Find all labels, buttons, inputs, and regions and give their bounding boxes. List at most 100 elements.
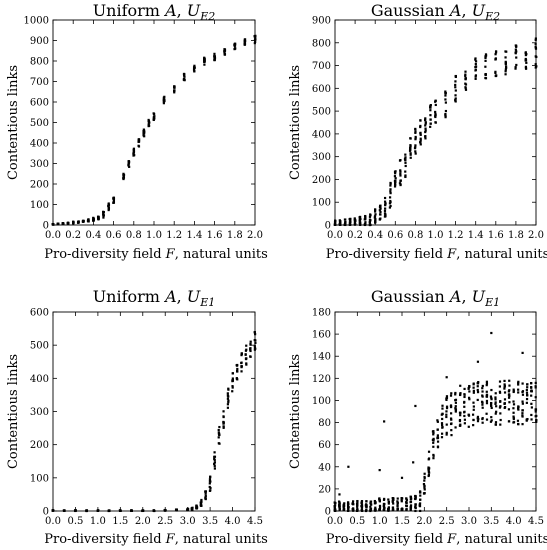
chart-panel-1: Uniform A, UE2 0.0 0.2 0.4 0.6 0.8 1.0 1.2 1.4 1.… bbox=[6, 1, 268, 262]
data-point bbox=[434, 121, 437, 124]
data-point bbox=[503, 379, 506, 383]
data-point bbox=[507, 390, 510, 393]
data-point bbox=[333, 507, 336, 510]
data-point bbox=[199, 502, 203, 505]
data-point bbox=[213, 467, 216, 470]
data-point bbox=[338, 502, 341, 505]
data-point bbox=[374, 220, 377, 224]
data-point bbox=[444, 109, 448, 113]
data-point bbox=[481, 390, 484, 393]
data-point bbox=[512, 411, 515, 414]
data-point bbox=[231, 372, 234, 375]
panels: Uniform A, UE2 0.0 0.2 0.4 0.6 0.8 1.0 1.2 1.4 1.… bbox=[6, 1, 547, 547]
data-point bbox=[127, 161, 131, 164]
data-point bbox=[508, 394, 511, 398]
data-point bbox=[454, 75, 457, 78]
data-point bbox=[369, 500, 373, 503]
data-point bbox=[476, 360, 480, 363]
x-tick-label: 0.5 bbox=[67, 516, 83, 527]
data-point bbox=[418, 498, 422, 501]
data-point bbox=[254, 333, 257, 336]
data-point bbox=[379, 210, 382, 214]
data-point bbox=[107, 202, 110, 205]
data-point bbox=[517, 380, 520, 383]
data-point bbox=[398, 182, 402, 185]
data-point bbox=[450, 418, 453, 421]
x-tick-label: 4.0 bbox=[225, 516, 241, 527]
data-point bbox=[163, 98, 166, 101]
data-points bbox=[333, 331, 538, 513]
data-point bbox=[231, 390, 234, 393]
data-point bbox=[409, 152, 412, 155]
data-point bbox=[534, 386, 537, 389]
data-point bbox=[505, 66, 508, 70]
data-point bbox=[396, 497, 399, 500]
data-point bbox=[419, 125, 422, 129]
data-point bbox=[369, 502, 372, 505]
data-point bbox=[254, 347, 257, 350]
data-point bbox=[434, 103, 437, 107]
data-point bbox=[414, 497, 417, 501]
data-point bbox=[445, 410, 448, 413]
data-point bbox=[521, 412, 524, 415]
data-point bbox=[182, 78, 186, 81]
x-tick-label: 0.2 bbox=[347, 230, 363, 241]
data-point bbox=[383, 196, 387, 200]
data-point bbox=[245, 363, 248, 366]
data-point bbox=[521, 423, 524, 426]
data-point bbox=[444, 92, 447, 95]
data-point bbox=[534, 46, 538, 50]
data-point bbox=[414, 135, 417, 139]
data-point bbox=[223, 53, 226, 56]
data-point bbox=[175, 508, 178, 511]
x-tick-label: 1.5 bbox=[112, 516, 128, 527]
data-point bbox=[534, 37, 537, 40]
data-point bbox=[505, 50, 508, 53]
data-point bbox=[499, 423, 502, 426]
data-point bbox=[404, 170, 407, 173]
data-point bbox=[472, 383, 475, 386]
data-point bbox=[414, 127, 417, 131]
data-point bbox=[132, 148, 135, 152]
data-point bbox=[368, 221, 371, 224]
data-point bbox=[409, 156, 412, 159]
data-point bbox=[534, 55, 537, 58]
data-point bbox=[338, 507, 341, 510]
data-point bbox=[203, 60, 206, 64]
data-point bbox=[449, 417, 453, 420]
data-point bbox=[526, 417, 529, 421]
data-point bbox=[244, 353, 247, 356]
data-point bbox=[409, 153, 412, 156]
data-point bbox=[378, 504, 382, 508]
data-point bbox=[521, 415, 524, 418]
data-point bbox=[107, 208, 110, 212]
data-point bbox=[338, 222, 342, 226]
y-tick-label: 700 bbox=[312, 61, 331, 72]
data-point bbox=[414, 150, 417, 153]
data-point bbox=[218, 433, 221, 437]
data-point bbox=[383, 507, 386, 510]
data-point bbox=[444, 101, 447, 104]
data-point bbox=[344, 220, 347, 224]
data-point bbox=[474, 57, 477, 60]
data-point bbox=[147, 118, 150, 122]
data-point bbox=[364, 223, 367, 227]
data-point bbox=[204, 494, 207, 498]
data-point bbox=[338, 506, 341, 509]
data-point bbox=[394, 170, 397, 173]
data-point bbox=[530, 402, 533, 405]
data-point bbox=[391, 500, 394, 503]
data-point bbox=[474, 74, 478, 77]
data-point bbox=[253, 344, 256, 348]
data-point bbox=[454, 86, 457, 89]
data-point bbox=[436, 420, 439, 423]
data-point bbox=[525, 53, 528, 56]
data-point bbox=[147, 120, 150, 123]
data-point bbox=[243, 42, 246, 45]
data-point bbox=[445, 423, 448, 426]
data-point bbox=[427, 466, 430, 469]
data-point bbox=[490, 416, 493, 419]
data-point bbox=[535, 420, 538, 423]
data-point bbox=[489, 395, 493, 398]
y-tick-label: 400 bbox=[30, 139, 49, 150]
